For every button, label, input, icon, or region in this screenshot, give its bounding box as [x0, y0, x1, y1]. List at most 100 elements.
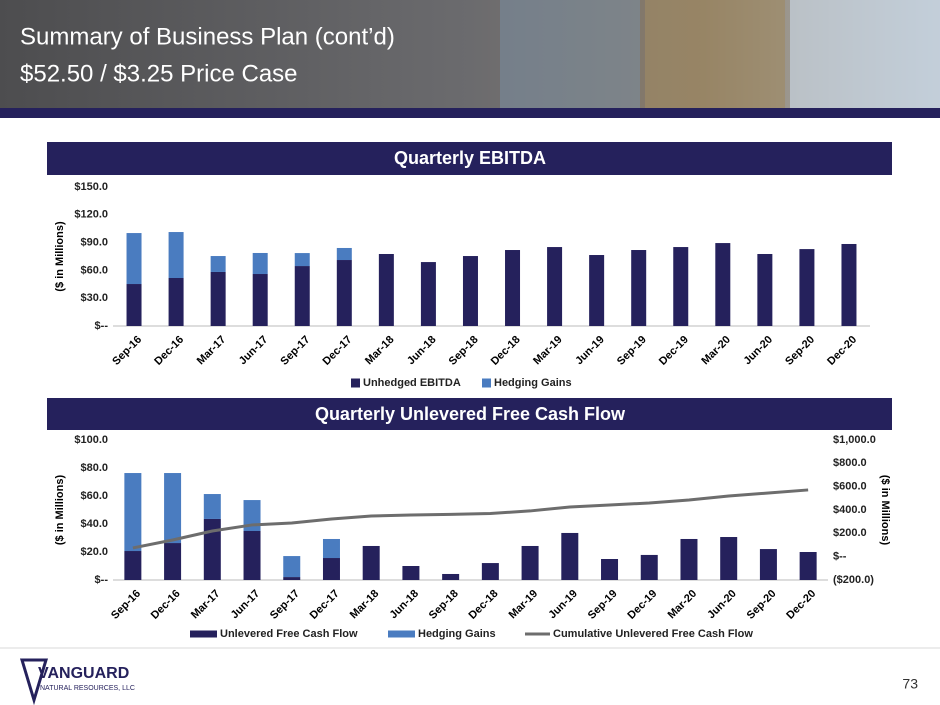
y-tick-label: $60.0: [80, 490, 108, 502]
y-tick-label: $100.0: [74, 434, 108, 446]
legend-label: Unlevered Free Cash Flow: [220, 628, 358, 640]
y-tick-label: $--: [833, 551, 847, 563]
y-tick-label: $200.0: [833, 527, 867, 539]
x-tick-label: Mar-19: [531, 334, 565, 368]
bar: [126, 233, 142, 285]
bar: [336, 247, 352, 261]
section-bar: [47, 398, 892, 430]
x-tick-label: Mar-20: [666, 588, 700, 622]
x-tick-label: Sep-19: [586, 588, 620, 622]
y-axis-label: ($ in Millions): [54, 221, 66, 292]
bar: [203, 518, 221, 580]
y-tick-label: $40.0: [80, 518, 108, 530]
y2-axis-label: ($ in Millions): [879, 475, 891, 546]
x-tick-label: Mar-18: [348, 588, 382, 622]
bar: [799, 552, 817, 580]
section-bar: [47, 142, 892, 175]
bar: [210, 271, 226, 326]
bar: [715, 243, 731, 326]
line: [132, 488, 809, 550]
x-tick-label: Jun-17: [237, 334, 271, 368]
x-tick-label: Sep-20: [783, 334, 817, 368]
x-tick-label: Jun-20: [705, 588, 739, 622]
bar: [640, 554, 658, 580]
x-tick-label: Sep-19: [615, 334, 649, 368]
bar: [799, 249, 815, 326]
y-tick-label: $30.0: [80, 292, 108, 304]
x-tick-label: Mar-20: [699, 334, 733, 368]
y-tick-label: $20.0: [80, 546, 108, 558]
x-tick-label: Mar-19: [507, 588, 541, 622]
bar: [203, 494, 221, 519]
y-tick-label: $150.0: [74, 181, 108, 193]
bar: [126, 284, 142, 326]
y-tick-label: $60.0: [80, 264, 108, 276]
bar: [243, 531, 261, 580]
bar: [601, 559, 619, 580]
x-tick-label: Sep-16: [109, 588, 143, 622]
bar: [252, 252, 268, 275]
x-tick-label: Dec-19: [657, 334, 691, 368]
chart-title: Quarterly Unlevered Free Cash Flow: [315, 404, 626, 424]
x-tick-label: Dec-16: [149, 588, 183, 622]
logo-name: VANGUARD: [38, 665, 129, 682]
legend-swatch: [388, 630, 415, 638]
bar: [442, 573, 460, 580]
header-photo: [645, 0, 785, 108]
bar: [124, 551, 142, 580]
bar: [841, 243, 857, 326]
bar: [124, 473, 142, 552]
bar: [294, 253, 310, 267]
slide-subtitle: $52.50 / $3.25 Price Case: [20, 60, 298, 87]
bar: [283, 556, 301, 578]
page-number: 73: [902, 676, 918, 692]
header-stripe: [0, 108, 940, 118]
legend-label: Hedging Gains: [418, 628, 496, 640]
bar: [210, 256, 226, 272]
y-tick-label: ($200.0): [833, 574, 874, 586]
legend-swatch: [190, 630, 217, 638]
y-tick-label: $--: [95, 574, 109, 586]
x-tick-label: Sep-17: [268, 588, 302, 622]
bar: [561, 532, 579, 580]
bar: [505, 250, 521, 326]
y-tick-label: $80.0: [80, 462, 108, 474]
y-tick-label: $--: [95, 320, 109, 332]
x-tick-label: Dec-18: [467, 588, 501, 622]
slide-title: Summary of Business Plan (cont’d): [20, 23, 395, 50]
legend-swatch: [482, 378, 491, 388]
bar: [720, 537, 738, 580]
bar: [168, 277, 184, 326]
bar: [757, 253, 773, 326]
bar: [547, 247, 563, 326]
x-tick-label: Dec-18: [489, 334, 523, 368]
y-tick-label: $90.0: [80, 237, 108, 249]
x-tick-label: Dec-20: [784, 588, 818, 622]
x-tick-label: Jun-17: [229, 588, 263, 622]
legend-label: Unhedged EBITDA: [363, 377, 461, 389]
x-tick-label: Dec-16: [152, 334, 186, 368]
chart-title: Quarterly EBITDA: [394, 148, 546, 168]
x-tick-label: Sep-17: [278, 334, 312, 368]
x-tick-label: Jun-18: [405, 334, 439, 368]
x-tick-label: Dec-19: [625, 588, 659, 622]
y-axis-label: ($ in Millions): [54, 475, 66, 546]
y-tick-label: $400.0: [833, 504, 867, 516]
x-tick-label: Dec-17: [320, 334, 354, 368]
x-tick-label: Jun-19: [573, 334, 607, 368]
bar: [252, 274, 268, 326]
x-tick-label: Jun-18: [388, 588, 422, 622]
bar: [322, 558, 340, 580]
bar: [294, 266, 310, 326]
x-tick-label: Sep-18: [427, 588, 461, 622]
header-photo: [790, 0, 940, 108]
bar: [589, 255, 605, 326]
x-tick-label: Jun-19: [546, 588, 580, 622]
x-tick-label: Sep-16: [110, 334, 144, 368]
x-tick-label: Jun-20: [741, 334, 775, 368]
legend-label: Cumulative Unlevered Free Cash Flow: [553, 628, 753, 640]
bar: [673, 247, 689, 326]
x-tick-label: Mar-17: [195, 334, 229, 368]
bar: [168, 232, 184, 278]
bar: [631, 250, 647, 326]
